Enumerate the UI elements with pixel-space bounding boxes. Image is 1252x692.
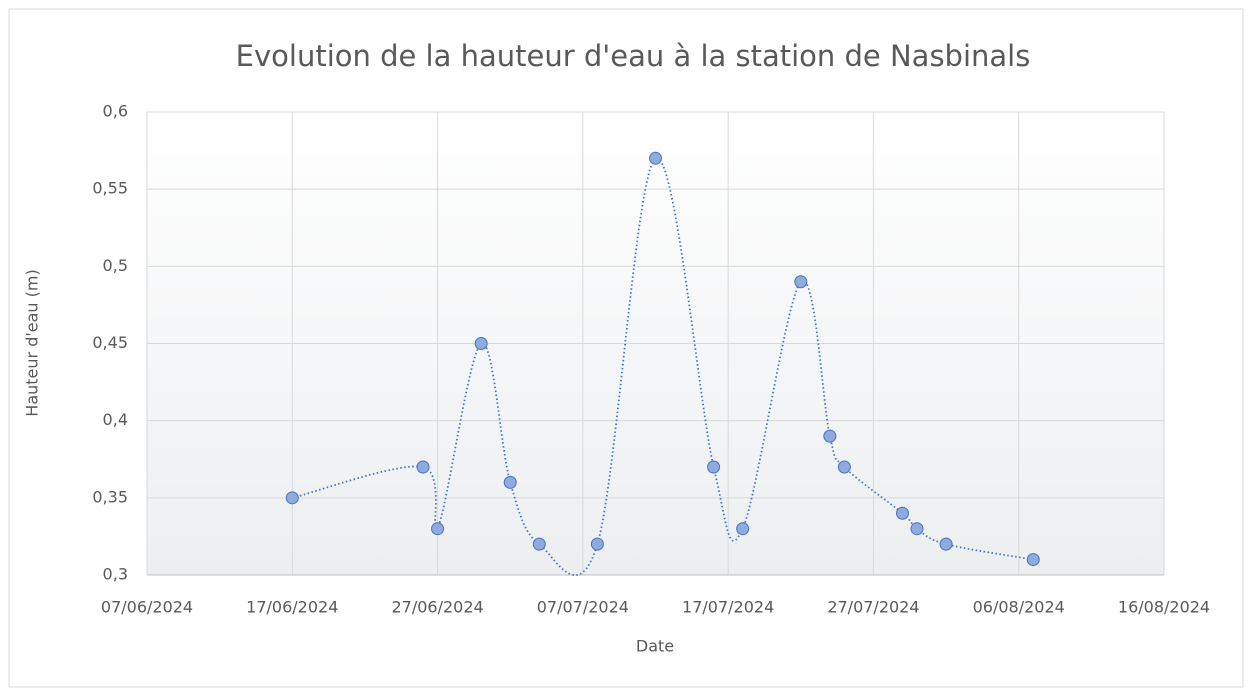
y-axis-title: Hauteur d'eau (m) <box>23 269 42 416</box>
data-point <box>416 460 430 474</box>
data-point <box>532 537 546 551</box>
x-tick-label: 06/08/2024 <box>973 598 1065 617</box>
chart-title: Evolution de la hauteur d'eau à la stati… <box>236 39 1031 73</box>
x-tick-label: 16/08/2024 <box>1118 598 1210 617</box>
data-point <box>649 151 662 165</box>
x-tick-label: 27/06/2024 <box>391 598 483 617</box>
data-point <box>590 537 604 551</box>
data-point <box>474 337 488 350</box>
x-tick-label: 17/07/2024 <box>682 598 774 617</box>
data-point <box>823 429 837 443</box>
data-point <box>431 522 445 536</box>
y-tick-label: 0,45 <box>92 333 128 352</box>
data-point <box>794 275 808 289</box>
data-point <box>285 491 299 505</box>
x-tick-label: 07/07/2024 <box>537 598 629 617</box>
x-tick-label: 17/06/2024 <box>246 598 338 617</box>
grid <box>146 111 1165 576</box>
x-axis-title: Date <box>636 637 674 656</box>
data-point <box>1026 553 1040 567</box>
data-point <box>939 537 953 551</box>
y-tick-label: 0,55 <box>92 179 128 198</box>
data-point <box>707 460 721 474</box>
y-tick-label: 0,4 <box>103 410 128 429</box>
data-point <box>503 475 517 489</box>
data-point <box>910 522 924 536</box>
data-point <box>837 460 851 474</box>
y-tick-label: 0,35 <box>92 487 128 506</box>
x-tick-label: 27/07/2024 <box>827 598 919 617</box>
data-point <box>895 506 909 520</box>
y-tick-label: 0,6 <box>103 102 128 121</box>
y-tick-label: 0,3 <box>103 565 128 584</box>
y-tick-label: 0,5 <box>103 256 128 275</box>
data-point <box>736 522 750 536</box>
x-tick-label: 07/06/2024 <box>101 598 193 617</box>
